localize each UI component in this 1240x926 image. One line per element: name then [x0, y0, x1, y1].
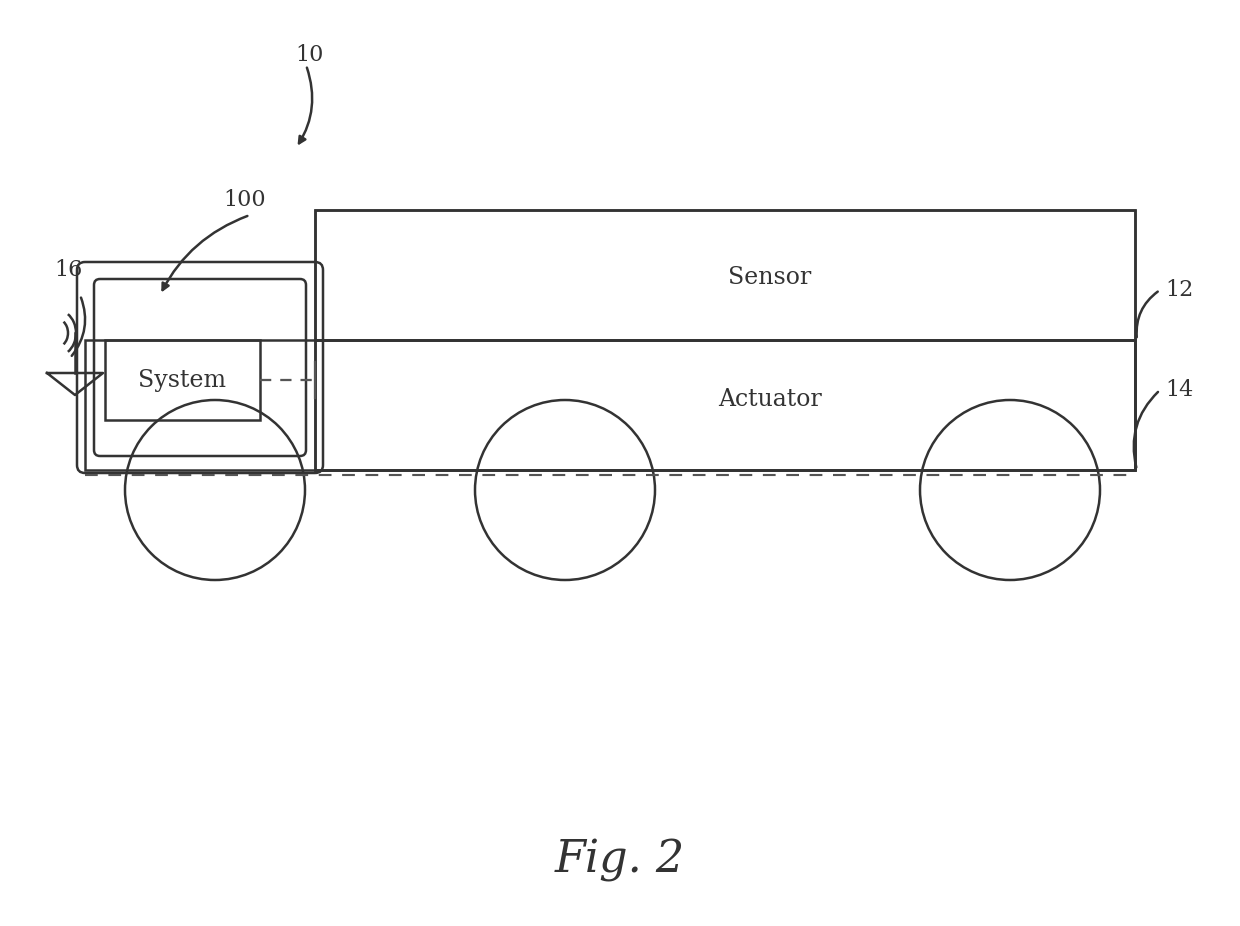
- Text: Fig. 2: Fig. 2: [554, 838, 686, 882]
- Text: Sensor: Sensor: [728, 267, 812, 290]
- Bar: [315, 210, 1135, 470]
- Bar: [86, 340, 1135, 470]
- Text: System: System: [138, 369, 226, 393]
- Text: 16: 16: [53, 259, 82, 281]
- Bar: [105, 340, 260, 420]
- Text: 100: 100: [223, 189, 267, 211]
- Text: Actuator: Actuator: [718, 389, 822, 411]
- Text: 10: 10: [296, 44, 324, 66]
- Text: 12: 12: [1166, 279, 1193, 301]
- Bar: [315, 340, 1135, 470]
- Text: 14: 14: [1166, 379, 1193, 401]
- Bar: [315, 210, 1135, 340]
